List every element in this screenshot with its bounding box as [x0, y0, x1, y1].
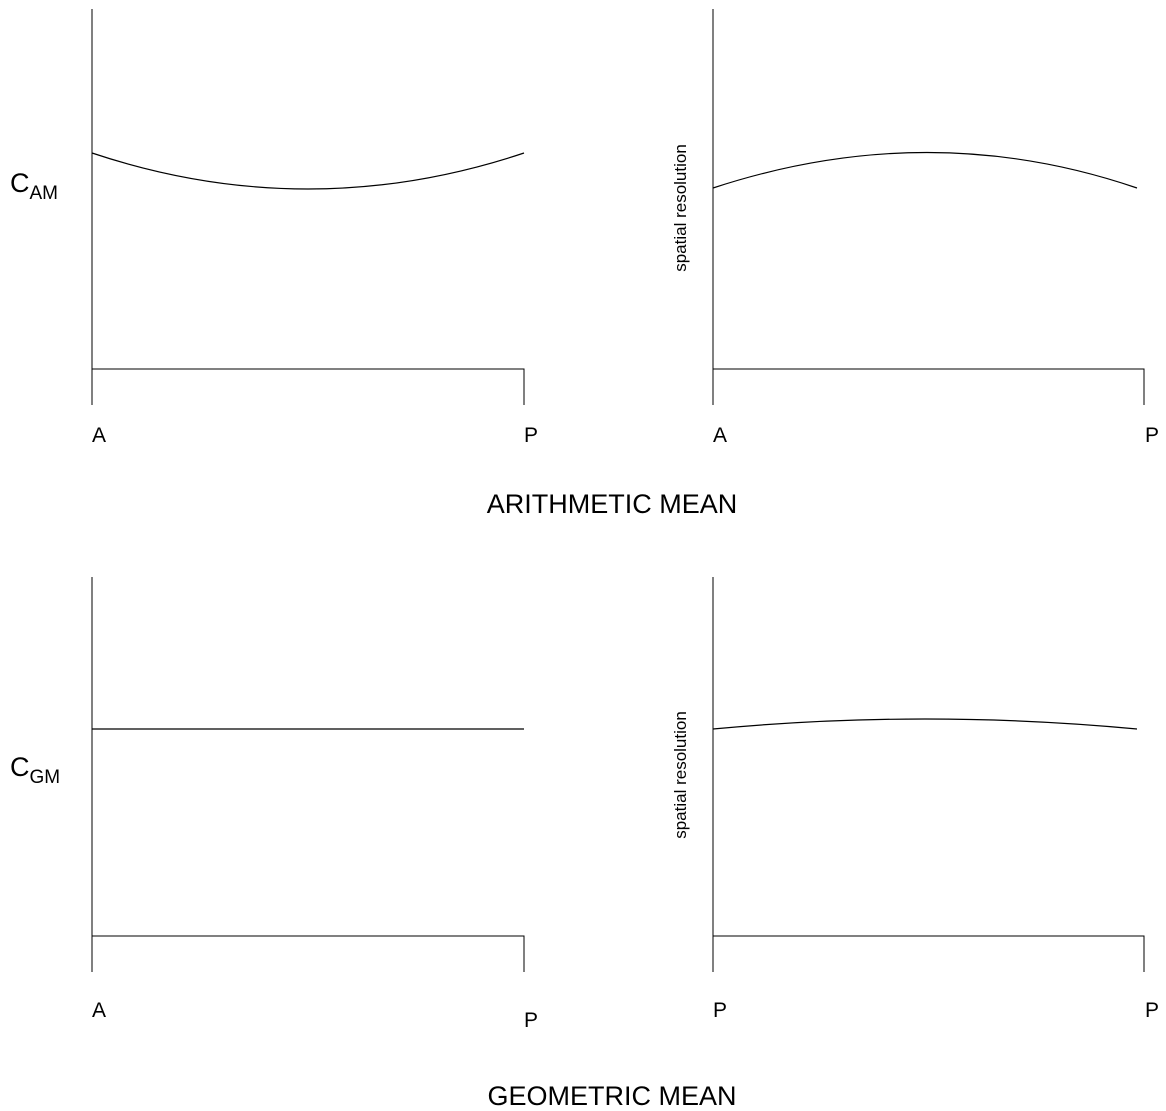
- x-end-label: P: [1145, 999, 1159, 1022]
- y-axis-label-sub: GM: [30, 767, 61, 788]
- panel-gm-right: spatial resolution P P: [671, 577, 1159, 1022]
- x-end-label: P: [524, 1009, 538, 1032]
- x-end-label: P: [1145, 424, 1159, 447]
- section-title-arithmetic-mean: ARITHMETIC MEAN: [487, 489, 738, 519]
- section-title-geometric-mean: GEOMETRIC MEAN: [487, 1081, 736, 1111]
- x-start-label: A: [713, 424, 727, 447]
- baseline: [713, 368, 1145, 405]
- baseline: [713, 935, 1145, 972]
- y-axis-label: CGM: [10, 752, 60, 788]
- y-axis-label-main: C: [10, 752, 30, 782]
- panel-am-left: CAM A P: [10, 9, 538, 447]
- y-axis-label: spatial resolution: [671, 144, 690, 272]
- x-start-label: A: [92, 999, 106, 1022]
- baseline: [92, 935, 525, 972]
- curve: [712, 718, 1138, 730]
- x-start-label: P: [713, 999, 727, 1022]
- baseline: [92, 368, 525, 405]
- panel-am-right: spatial resolution A P: [671, 9, 1159, 447]
- curve: [712, 151, 1138, 189]
- y-axis-label-sub: AM: [30, 183, 59, 204]
- curve: [91, 152, 525, 190]
- y-axis-label-main: C: [10, 168, 30, 198]
- x-end-label: P: [524, 424, 538, 447]
- y-axis-label: CAM: [10, 168, 58, 204]
- y-axis-label: spatial resolution: [671, 711, 690, 839]
- x-start-label: A: [92, 424, 106, 447]
- panel-gm-left: CGM A P: [10, 577, 538, 1032]
